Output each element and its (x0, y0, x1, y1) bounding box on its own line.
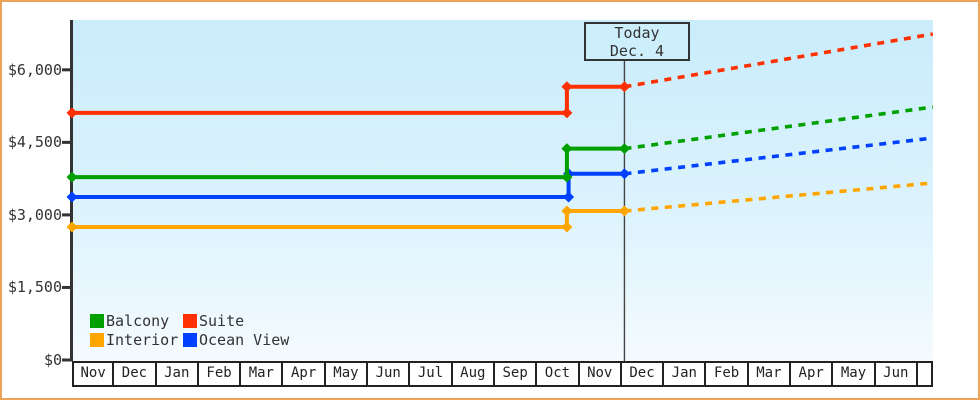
legend-swatch-ocean-view-icon (183, 332, 197, 347)
month-cell-16-mar: Mar (748, 361, 792, 387)
month-cell-9-aug: Aug (452, 361, 495, 387)
month-cell-5-apr: Apr (283, 361, 326, 387)
month-cell-3-feb: Feb (198, 361, 242, 387)
month-cell-1-dec: Dec (114, 361, 157, 387)
legend-label: Ocean View (199, 330, 290, 349)
today-date-label: Dec. 4 (609, 41, 665, 60)
data-point-diamond (618, 168, 630, 180)
data-point-diamond (561, 205, 573, 217)
today-annotation-box: Today Dec. 4 (584, 22, 690, 61)
month-cell-15-feb: Feb (706, 361, 749, 387)
series-suite-forecast-line (624, 32, 934, 89)
month-cell-6-may: May (325, 361, 369, 387)
legend-item-ocean-view: Ocean View (183, 331, 289, 349)
month-cell-13-dec: Dec (621, 361, 665, 387)
legend-row: Balcony Suite (90, 311, 289, 330)
legend-item-interior: Interior (90, 331, 183, 349)
month-cell-18-may: May (833, 361, 876, 387)
data-point-diamond (66, 107, 78, 119)
series-interior-forecast-line (624, 181, 933, 213)
data-point-diamond (561, 143, 573, 155)
data-point-diamond (561, 221, 573, 233)
series-balcony-history-line (72, 146, 625, 180)
series-balcony-forecast-line (624, 105, 934, 151)
month-cell-7-jun: Jun (368, 361, 411, 387)
month-cell-0-nov: Nov (72, 361, 115, 387)
series-ocean-view-history-line (72, 171, 625, 200)
legend-swatch-interior-icon (90, 332, 104, 347)
month-cell-2-jan: Jan (156, 361, 199, 387)
month-cell-4-mar: Mar (241, 361, 284, 387)
data-point-diamond (561, 81, 573, 93)
x-axis-month-row: Nov Dec Jan Feb Mar Apr May Jun Jul Aug Sep Oct Nov D… (72, 361, 933, 387)
month-cell-19-jun: Jun (875, 361, 918, 387)
month-cell-17-apr: Apr (791, 361, 834, 387)
legend-swatch-suite-icon (183, 313, 197, 328)
data-point-diamond (561, 171, 573, 183)
data-point-diamond (563, 191, 575, 203)
month-cell-8-jul: Jul (410, 361, 453, 387)
month-cell-11-oct: Oct (537, 361, 580, 387)
y-axis-label: $1,500 (7, 278, 62, 297)
legend-swatch-balcony-icon (90, 313, 104, 328)
series-ocean-view-forecast-line (624, 136, 934, 176)
legend-label: Interior (106, 330, 179, 349)
data-point-diamond (66, 191, 78, 203)
plot-area-background (72, 20, 933, 361)
data-point-diamond (618, 81, 630, 93)
month-cell-10-sep: Sep (494, 361, 538, 387)
data-point-diamond (561, 107, 573, 119)
y-axis-label: $3,000 (7, 205, 62, 224)
legend-item-suite: Suite (183, 312, 244, 330)
legend-label: Suite (199, 311, 245, 330)
today-label: Today (614, 23, 660, 42)
data-point-diamond (618, 205, 630, 217)
data-point-diamond (66, 221, 78, 233)
legend-label: Balcony (106, 311, 170, 330)
legend-row: Interior Ocean View (90, 330, 289, 349)
month-cell-14-jan: Jan (664, 361, 707, 387)
series-interior-history-line (72, 209, 625, 229)
month-cell-12-nov: Nov (579, 361, 622, 387)
y-axis-label: $6,000 (7, 60, 62, 79)
series-suite-history-line (72, 84, 625, 115)
chart-legend: Balcony Suite Interior Ocean View (90, 311, 289, 349)
legend-item-balcony: Balcony (90, 312, 183, 330)
month-cell-empty (917, 361, 933, 387)
y-axis-label: $0 (43, 351, 62, 369)
data-point-diamond (618, 143, 630, 155)
y-axis-label: $4,500 (7, 133, 62, 152)
data-point-diamond (66, 171, 78, 183)
